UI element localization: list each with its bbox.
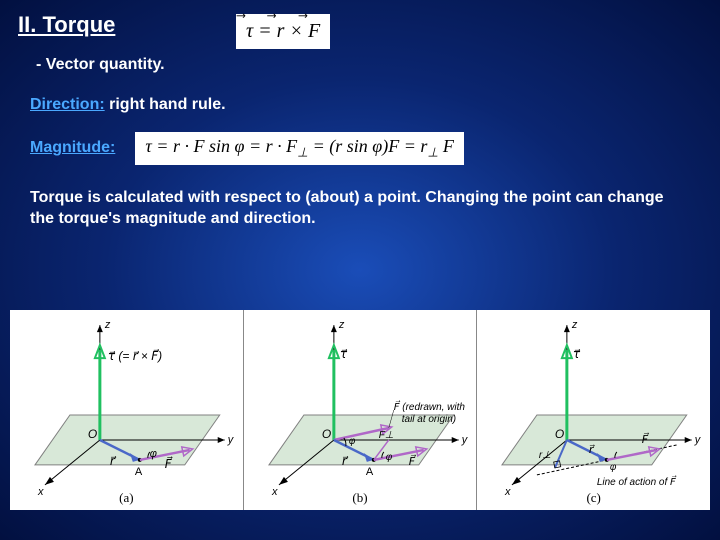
svg-text:x: x <box>271 486 278 498</box>
svg-text:O: O <box>322 427 331 441</box>
panel-c: z y x O τ⃗ Line of action of F⃗ r⃗ F⃗ <box>477 310 710 510</box>
direction-line: Direction: right hand rule. <box>0 74 720 114</box>
svg-text:F⊥: F⊥ <box>378 430 393 441</box>
body-paragraph: Torque is calculated with respect to (ab… <box>0 165 720 230</box>
svg-text:τ⃗: τ⃗ <box>340 347 348 361</box>
panel-b-caption: (b) <box>352 490 367 506</box>
svg-text:F⃗ (redrawn, with: F⃗ (redrawn, with <box>393 400 465 413</box>
magnitude-label: Magnitude: <box>30 139 115 157</box>
svg-text:φ: φ <box>610 462 617 473</box>
svg-text:tail at origin): tail at origin) <box>401 414 455 425</box>
svg-text:τ⃗: τ⃗ <box>573 347 581 361</box>
svg-text:r⊥: r⊥ <box>539 450 551 461</box>
panel-c-caption: (c) <box>586 490 600 506</box>
subtitle: - Vector quantity. <box>0 38 720 74</box>
diagram-b: z y x O τ⃗ F⃗ (redrawn, with tail at ori… <box>244 310 477 510</box>
diagram-c: z y x O τ⃗ Line of action of F⃗ r⃗ F⃗ <box>477 310 710 510</box>
panel-a-caption: (a) <box>119 490 133 506</box>
diagram-a: z y x O τ⃗ (= r⃗ × F⃗) r⃗ A F⃗ φ <box>10 310 243 510</box>
svg-text:φ: φ <box>150 448 157 460</box>
svg-text:φ: φ <box>349 436 356 447</box>
svg-text:y: y <box>460 434 468 446</box>
panel-a: z y x O τ⃗ (= r⃗ × F⃗) r⃗ A F⃗ φ <box>10 310 244 510</box>
svg-text:y: y <box>227 434 235 446</box>
svg-text:O: O <box>555 427 564 441</box>
magnitude-formula: τ = r · F sin φ = r · F⊥ = (r sin φ)F = … <box>135 132 464 165</box>
svg-text:Line of action of F⃗: Line of action of F⃗ <box>597 475 677 488</box>
cross-product-formula: τ⃗ = r⃗ × F⃗ <box>236 14 330 49</box>
svg-text:y: y <box>694 434 702 446</box>
svg-text:O: O <box>88 427 97 441</box>
direction-label: Direction: <box>30 96 105 113</box>
svg-text:A: A <box>135 466 143 478</box>
svg-text:x: x <box>37 486 44 498</box>
magnitude-row: Magnitude: τ = r · F sin φ = r · F⊥ = (r… <box>0 114 720 165</box>
section-title: II. Torque <box>0 0 720 38</box>
svg-text:x: x <box>504 486 511 498</box>
panel-b: z y x O τ⃗ F⃗ (redrawn, with tail at ori… <box>244 310 478 510</box>
svg-text:z: z <box>571 319 578 331</box>
svg-text:z: z <box>338 319 345 331</box>
diagram-strip: z y x O τ⃗ (= r⃗ × F⃗) r⃗ A F⃗ φ <box>10 310 710 510</box>
svg-text:φ: φ <box>385 452 392 463</box>
svg-text:z: z <box>104 319 111 331</box>
svg-text:A: A <box>366 466 374 478</box>
svg-text:τ⃗ (= r⃗ × F⃗): τ⃗ (= r⃗ × F⃗) <box>108 349 162 363</box>
